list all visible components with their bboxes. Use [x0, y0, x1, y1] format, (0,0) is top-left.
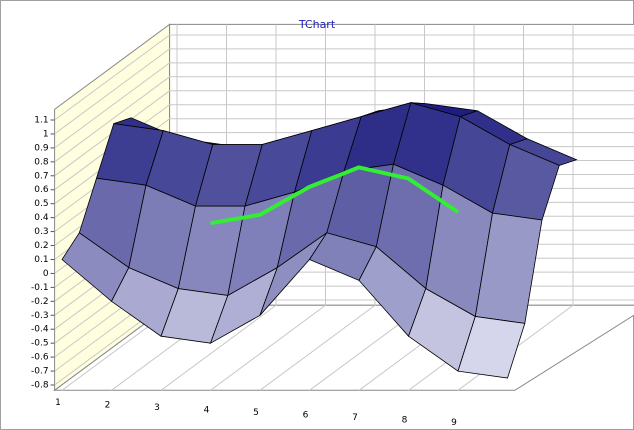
y-tick-label: -0.7 [31, 367, 49, 377]
y-tick-label: -0.8 [31, 381, 49, 391]
y-tick-label: -0.5 [31, 339, 49, 349]
y-tick-label: 0.9 [34, 143, 49, 153]
grid-line [210, 24, 326, 391]
x-tick-label: 5 [253, 408, 259, 418]
x-tick-label: 2 [105, 400, 111, 410]
y-tick-label: 1.1 [34, 116, 48, 126]
y-tick-label: 0.4 [34, 213, 49, 223]
y-tick-label: -0.3 [31, 311, 49, 321]
y-tick-label: 0 [43, 269, 49, 279]
x-tick-label: 7 [352, 413, 358, 423]
y-tick-label: 0.5 [34, 199, 48, 209]
surface [61, 102, 578, 379]
y-tick-label: -0.6 [31, 353, 49, 363]
x-tick-label: 3 [154, 403, 160, 413]
y-tick-label: 0.3 [34, 227, 48, 237]
y-tick-label: 0.6 [34, 185, 49, 195]
y-tick-label: -0.2 [31, 297, 49, 307]
x-tick-label: 6 [303, 410, 309, 420]
y-tick-label: 0.2 [34, 241, 48, 251]
grid-line [160, 24, 277, 391]
grid-line [54, 48, 634, 135]
y-tick-label: 0.8 [34, 157, 49, 167]
grid-line [54, 34, 634, 121]
y-tick-label: 0.1 [34, 255, 48, 265]
y-tick-label: 1 [43, 129, 49, 139]
chart-title: TChart [298, 18, 336, 31]
line-series [210, 165, 460, 226]
grid-line [54, 76, 634, 163]
y-tick-label: 0.7 [34, 171, 48, 181]
x-tick-label: 1 [55, 398, 61, 408]
grid-line [54, 62, 634, 149]
surface-cell [457, 316, 526, 379]
axis-labels: -0.8 -0.7 -0.6 -0.5 -0.4 -0.3 -0.2 -0.1 0 0.1 0.2 0… [31, 116, 457, 428]
y-tick-label: -0.1 [31, 283, 49, 293]
x-tick-label: 9 [451, 418, 457, 428]
y-tick-label: -0.4 [31, 325, 49, 335]
x-tick-label: 4 [204, 405, 210, 415]
x-tick-label: 8 [402, 415, 408, 425]
grid-line [54, 90, 634, 177]
grid-line [54, 104, 634, 191]
